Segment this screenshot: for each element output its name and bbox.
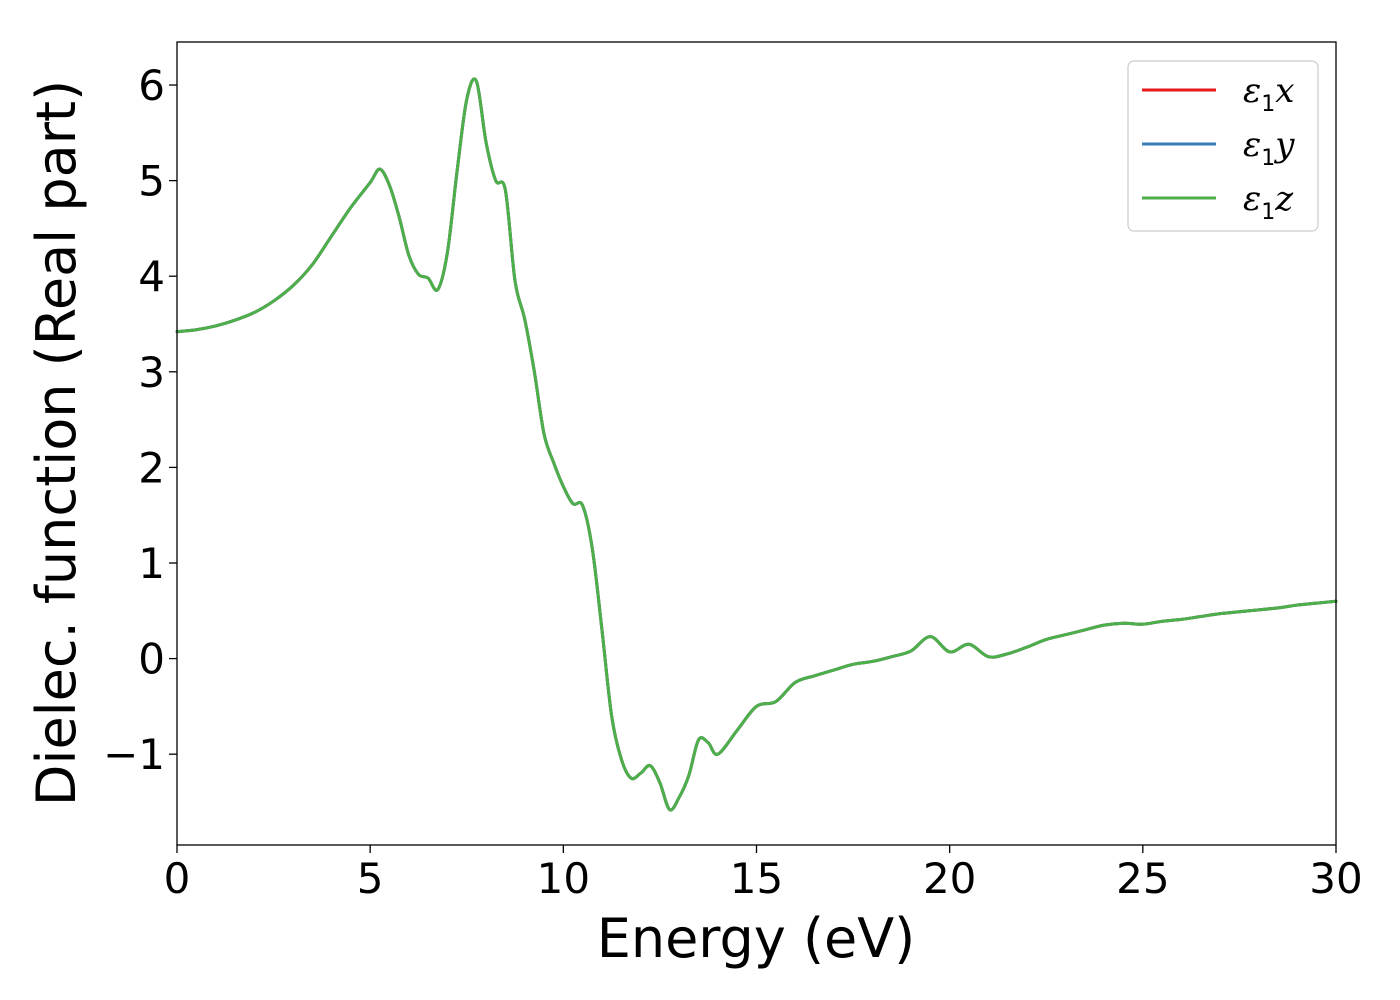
y-tick-label: 0 [138,635,165,684]
legend-axis-letter: x [1275,71,1294,111]
legend-subscript: 1 [1261,92,1275,117]
legend-label-z: ε1z [1243,179,1294,225]
y-tick-label: 6 [138,61,165,110]
x-axis-title: Energy (eV) [597,907,916,970]
series-line-z [175,77,1338,812]
y-axis-ticks: −1 0 1 2 3 4 5 6 [103,61,177,779]
y-tick-label: 3 [138,348,165,397]
x-tick-label: 15 [730,854,783,903]
x-tick-label: 25 [1116,854,1169,903]
x-tick-label: 30 [1309,854,1362,903]
x-tick-label: 10 [537,854,590,903]
y-tick-label: 1 [138,539,165,588]
x-tick-label: 5 [357,854,384,903]
legend-axis-letter: z [1274,179,1294,219]
y-tick-label: −1 [103,730,165,779]
legend-subscript: 1 [1261,200,1275,225]
y-axis-title: Dielec. function (Real part) [25,80,88,806]
y-tick-label: 2 [138,443,165,492]
y-tick-label: 5 [138,157,165,206]
x-tick-label: 0 [164,854,191,903]
legend-label-x: ε1x [1243,71,1294,117]
x-tick-label: 20 [923,854,976,903]
legend-epsilon: ε [1243,125,1261,165]
series-layer [175,77,1338,812]
legend-subscript: 1 [1261,146,1275,171]
y-tick-label: 4 [138,252,165,301]
legend-label-y: ε1y [1243,125,1295,171]
x-axis-ticks: 0 5 10 15 20 25 30 [164,845,1363,903]
legend-epsilon: ε [1243,179,1261,219]
legend-box [1127,60,1319,232]
legend-epsilon: ε [1243,71,1261,111]
legend-axis-letter: y [1273,125,1295,165]
